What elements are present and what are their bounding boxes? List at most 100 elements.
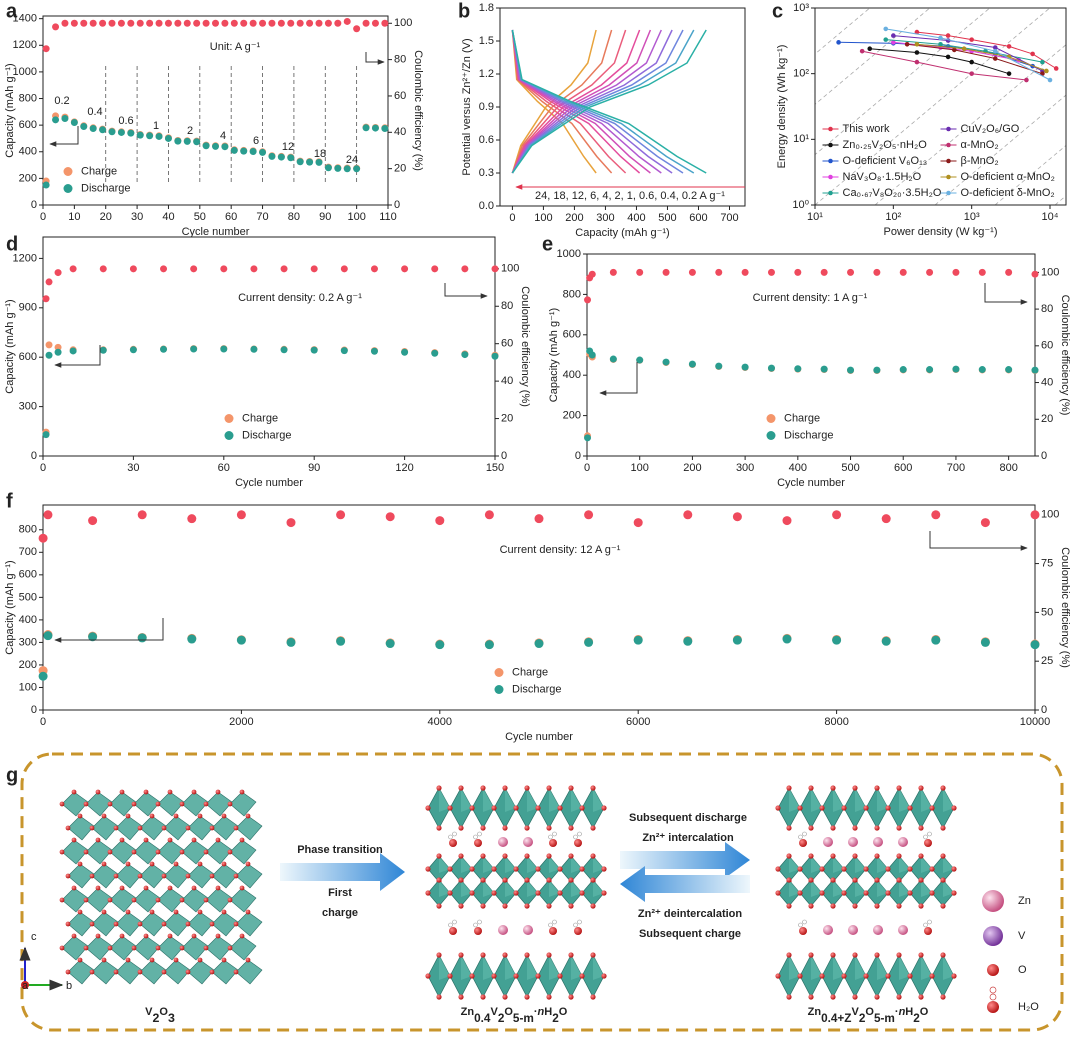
annotation: 0.4 [87,106,102,118]
octahedron [229,791,257,817]
data-point [287,154,295,162]
oxygen-atom [786,853,792,859]
oxygen-atom [852,877,858,883]
y-tick-label: 400 [563,369,581,381]
data-point [69,265,77,273]
data-point [315,158,323,166]
y-tick-label: 10³ [793,2,809,14]
oxygen-atom [885,866,891,872]
oxygen-atom [775,805,781,811]
annotation: 24 [346,154,358,166]
data-point [688,268,696,276]
step-label: First [328,887,352,899]
formula-part: n [538,1006,545,1018]
panel-letter: b [458,0,470,22]
oxygen-atom [469,973,475,979]
plot-frame [42,504,1036,711]
oxygen-atom [101,861,107,867]
octahedron-face [549,880,560,897]
x-tick-label: 100 [631,462,649,474]
oxygen-atom [191,837,197,843]
oxygen-atom [155,897,161,903]
oxygen-atom [59,945,65,951]
y-axis-label: Capacity (mAh g⁻¹) [4,299,16,393]
oxygen-atom [885,805,891,811]
data-point [461,265,469,273]
oxygen-atom [775,973,781,979]
y-axis-label: Capacity (mAh g⁻¹) [4,560,16,654]
oxygen-atom [125,957,131,963]
oxygen-atom [458,853,464,859]
oxygen-atom [940,825,946,831]
formula-part: V [490,1006,498,1018]
vanadium-atom [983,926,1003,946]
oxygen-atom [557,866,563,872]
data-point [127,129,135,137]
data-point [129,346,137,354]
y-tick-label: 500 [19,591,37,603]
data-point [899,366,907,374]
data-point [633,518,643,528]
data-point [45,351,53,359]
step-label: Phase transition [297,844,383,856]
legend-marker [828,190,833,196]
oxygen-atom [480,903,486,909]
data-point [633,635,643,645]
x-tick-label: 30 [131,211,143,223]
data-point [435,516,445,526]
x-tick-label: 2000 [229,716,253,728]
data-point [164,134,172,142]
water-o [924,839,932,847]
data-point [401,348,409,356]
pointer-arrow [54,618,164,643]
oxygen-atom [179,849,185,855]
water-h [452,919,457,925]
oxygen-atom [863,890,869,896]
formula-part: 5-m [874,1012,895,1025]
water-o [549,839,557,847]
zinc-ion [848,837,858,847]
oxygen-atom [808,825,814,831]
oxygen-atom [524,785,530,791]
oxygen-atom [524,903,530,909]
water-o [574,927,582,935]
y2-tick-label: 75 [1041,557,1053,569]
oxygen-atom [808,952,814,958]
oxygen-atom [469,890,475,896]
oxygen-atom [579,890,585,896]
oxygen-atom [852,825,858,831]
formula-part: 0.4 [474,1012,491,1025]
plot-frame [42,15,389,206]
oxygen-atom [907,973,913,979]
x-tick-label: 90 [319,211,331,223]
data-point [767,268,775,276]
y2-axis-label: Coulombic efficiency (%) [412,50,424,171]
x-axis-label: Cycle number [235,477,303,489]
axis-a [21,981,29,989]
oxygen-atom [71,933,77,939]
oxygen-atom [436,853,442,859]
oxygen-atom [119,837,125,843]
data-point [70,118,78,126]
oxygen-atom [71,885,77,891]
data-point [1006,44,1012,49]
oxygen-atom [107,897,113,903]
data-point [287,19,295,27]
octahedron-face [789,880,800,897]
data-point [136,19,144,27]
oxygen-atom [447,805,453,811]
water-h [552,919,557,925]
oxygen-atom [149,909,155,915]
annotation: 24, 18, 12, 6, 4, 2, 1, 0.6, 0.4, 0.2 A … [535,190,725,202]
water-o [474,839,482,847]
data-point [42,431,50,439]
oxygen-atom [819,866,825,872]
oxygen-atom [119,933,125,939]
oxygen-atom [786,785,792,791]
oxygen-atom [458,785,464,791]
data-point [1044,68,1049,74]
data-point [978,366,986,374]
x-tick-label: 10000 [1020,716,1051,728]
oxygen-atom [874,785,880,791]
oxygen-atom [830,785,836,791]
